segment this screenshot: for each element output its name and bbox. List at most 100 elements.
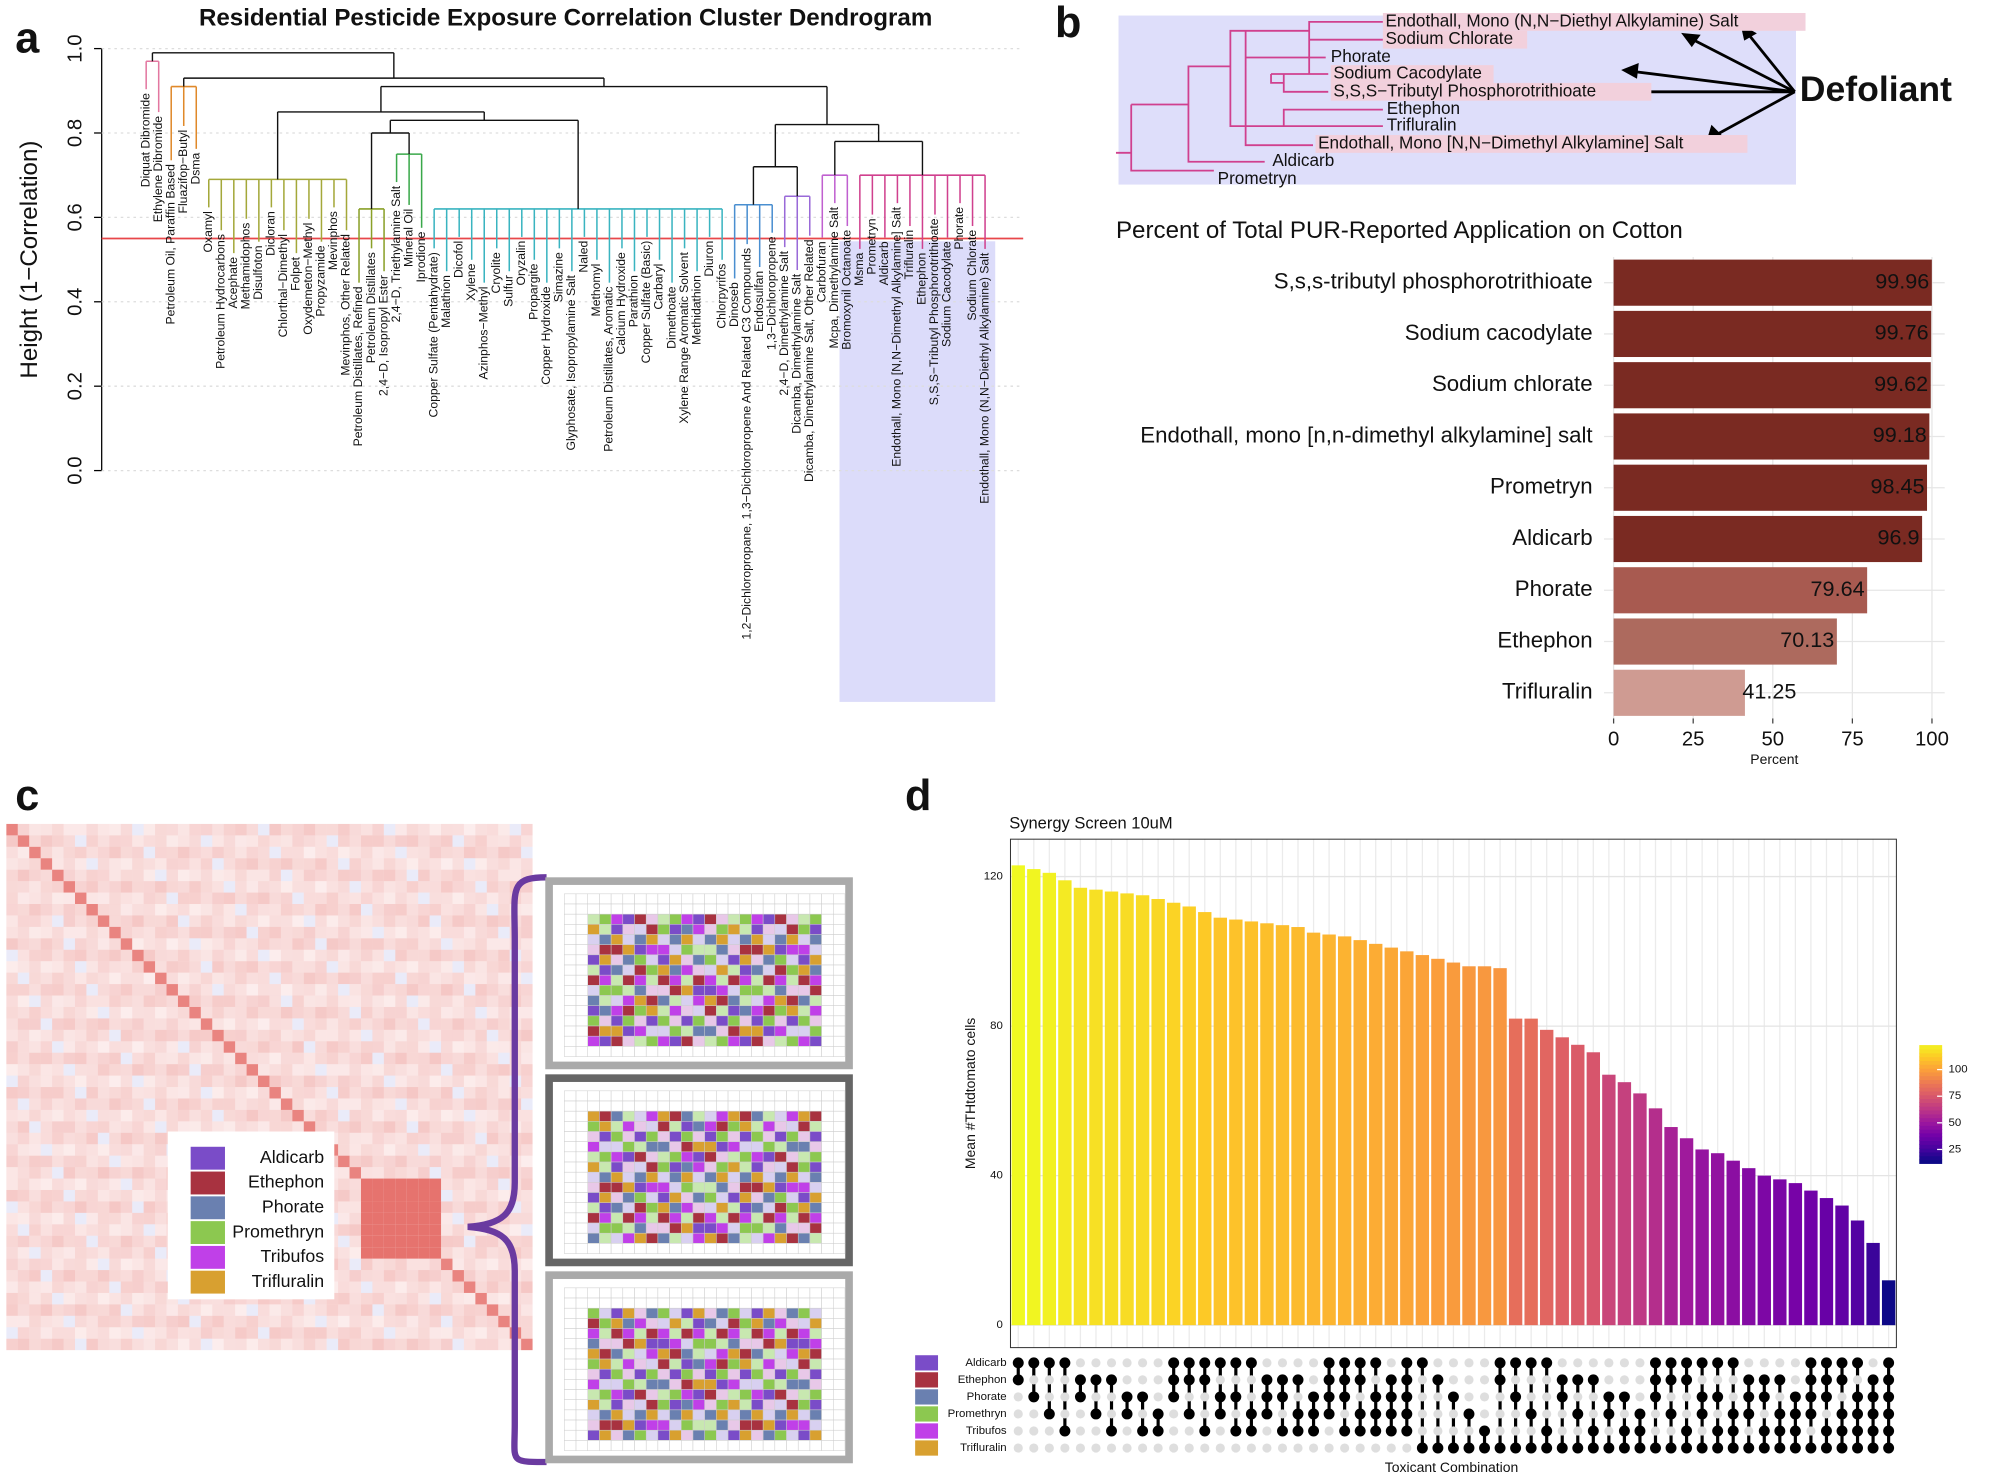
well: [599, 1328, 612, 1339]
well: [610, 1110, 624, 1122]
well: [739, 1046, 752, 1057]
heatmap-cell: [17, 949, 30, 962]
heatmap-cell: [52, 1247, 64, 1259]
well: [564, 1328, 577, 1339]
heatmap-cell: [429, 1132, 442, 1145]
heatmap-cell: [97, 1212, 110, 1225]
heatmap-cell: [349, 881, 361, 893]
heatmap-cell: [120, 1189, 133, 1202]
combo-dot: [1634, 1442, 1646, 1454]
heatmap-cell: [429, 869, 442, 882]
heatmap-cell: [315, 1304, 327, 1316]
well: [774, 1297, 787, 1309]
heatmap-cell: [463, 858, 476, 870]
heatmap-cell: [429, 1098, 442, 1110]
heatmap-cell: [86, 1098, 98, 1110]
heatmap-cell: [63, 1087, 75, 1099]
combo-dot: [1666, 1426, 1676, 1436]
heatmap-cell: [258, 1029, 270, 1042]
heatmap-cell: [177, 995, 190, 1007]
heatmap-cell: [97, 1064, 110, 1076]
well: [692, 1389, 705, 1400]
combo-dot: [1169, 1443, 1179, 1453]
heatmap-cell: [143, 1327, 156, 1339]
heatmap-cell: [429, 1155, 442, 1168]
well: [622, 1419, 635, 1431]
well: [681, 1297, 694, 1309]
heatmap-cell: [360, 1258, 373, 1271]
bar: [1613, 515, 1923, 563]
heatmap-cell: [441, 1087, 453, 1099]
well: [751, 1005, 764, 1017]
heatmap-cell: [74, 869, 87, 882]
heatmap-cell: [52, 1189, 64, 1202]
heatmap-cell: [258, 1098, 270, 1110]
heatmap-cell: [52, 984, 64, 996]
well: [645, 1243, 659, 1254]
heatmap-cell: [429, 915, 442, 927]
well: [692, 964, 705, 976]
heatmap-cell: [429, 1052, 442, 1065]
heatmap-cell: [212, 1018, 224, 1030]
heatmap-cell: [74, 1304, 87, 1316]
heatmap-cell: [63, 1144, 75, 1156]
heatmap-cell: [132, 1064, 144, 1076]
combo-dot: [1371, 1443, 1381, 1453]
well: [727, 1328, 741, 1339]
heatmap-cell: [120, 1292, 133, 1305]
heatmap-cell: [303, 938, 316, 950]
panel-a: Residential Pesticide Exposure Correlati…: [16, 5, 1024, 702]
heatmap-cell: [315, 1327, 327, 1339]
heatmap-cell: [86, 1029, 98, 1042]
well: [751, 1110, 764, 1122]
well: [622, 1171, 635, 1183]
well: [739, 1232, 752, 1244]
combo-dot: [1200, 1392, 1210, 1402]
combo-dot: [1572, 1442, 1584, 1454]
leaf-label: Endosulfan: [752, 271, 766, 332]
leaf-label: S,S,S−Tributyl Phosphorotrithioate: [927, 218, 941, 405]
well: [739, 944, 752, 956]
heatmap-cell: [40, 1087, 53, 1099]
heatmap-cell: [521, 1315, 533, 1328]
heatmap-cell: [143, 1018, 156, 1030]
well: [797, 903, 811, 915]
heatmap-cell: [269, 823, 281, 836]
heatmap-cell: [120, 1029, 133, 1042]
combo-dot: [1261, 1391, 1273, 1403]
heatmap-cell: [258, 904, 270, 916]
heatmap-cell: [212, 915, 224, 927]
well: [599, 1141, 612, 1153]
well: [762, 1005, 776, 1017]
heatmap-cell: [200, 1109, 213, 1122]
combo-dot: [1650, 1442, 1661, 1454]
heatmap-cell: [452, 1098, 464, 1110]
heatmap-cell: [326, 926, 339, 939]
heatmap-cell: [109, 1029, 121, 1042]
well: [634, 1192, 647, 1203]
heatmap-cell: [235, 1121, 247, 1133]
well: [704, 985, 717, 996]
heatmap-cell: [452, 1315, 464, 1328]
combo-dot: [1277, 1358, 1288, 1368]
heatmap-cell: [97, 1327, 110, 1339]
combo-dot: [1340, 1409, 1350, 1419]
well: [797, 1151, 811, 1163]
combo-dot: [1231, 1409, 1241, 1419]
heatmap-cell: [463, 1155, 476, 1168]
heatmap-cell: [6, 1144, 18, 1156]
heatmap-cell: [52, 1270, 64, 1282]
well: [657, 1025, 670, 1037]
well: [821, 913, 834, 925]
combo-dot: [1774, 1408, 1786, 1420]
heatmap-cell: [349, 1258, 361, 1271]
well: [821, 1232, 834, 1244]
heatmap-cell: [97, 1189, 110, 1202]
well: [762, 1389, 776, 1400]
well: [762, 903, 776, 915]
heatmap-cell: [441, 938, 453, 950]
well: [716, 1121, 729, 1132]
well: [622, 1232, 635, 1244]
well: [797, 1328, 811, 1339]
well: [739, 1100, 752, 1112]
